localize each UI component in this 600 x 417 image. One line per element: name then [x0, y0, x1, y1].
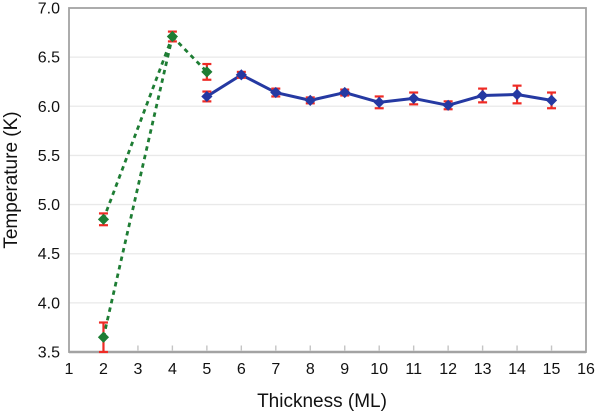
x-tick-label: 12 [439, 361, 457, 378]
marker-diamond-blue-solid [511, 88, 523, 101]
x-axis-title: Thickness (ML) [257, 391, 387, 412]
marker-diamond-green-dashed [201, 66, 213, 78]
marker-diamond-blue-solid [373, 96, 385, 108]
x-tick-label: 7 [271, 361, 280, 378]
x-tick-label: 13 [474, 361, 492, 378]
marker-diamond-blue-solid [408, 92, 420, 105]
marker-diamond-blue-solid [339, 86, 351, 99]
y-tick-label: 7.0 [38, 1, 60, 18]
marker-diamond-green-dashed [166, 30, 178, 43]
x-tick-label: 16 [577, 361, 595, 378]
series-line-green-dashed [102, 36, 174, 338]
x-tick-label: 10 [370, 361, 388, 378]
y-tick-label: 4.0 [38, 295, 60, 312]
series-line-green-dashed [171, 35, 208, 73]
x-tick-label: 6 [237, 361, 246, 378]
marker-diamond-blue-solid [477, 89, 489, 102]
y-tick-label: 5.5 [38, 148, 60, 165]
marker-diamond-blue-solid [201, 90, 213, 103]
x-tick-label: 14 [508, 361, 526, 378]
x-tick-label: 2 [99, 361, 108, 378]
plot-border [68, 7, 587, 353]
marker-diamond-blue-solid [545, 94, 558, 106]
y-tick-label: 6.0 [38, 99, 60, 116]
marker-diamond-blue-solid [442, 99, 454, 111]
x-tick-label: 15 [543, 361, 561, 378]
marker-diamond-green-dashed [97, 331, 110, 343]
marker-diamond-green-dashed [97, 213, 110, 225]
y-axis-title: Temperature (K) [1, 111, 22, 248]
y-tick-label: 3.5 [38, 345, 60, 362]
x-tick-label: 8 [306, 361, 315, 378]
marker-diamond-blue-solid [270, 86, 282, 99]
x-tick-label: 3 [133, 361, 142, 378]
y-tick-label: 4.5 [38, 246, 60, 263]
x-tick-label: 11 [405, 361, 422, 378]
marker-diamond-blue-solid [304, 94, 316, 106]
marker-diamond-blue-solid [235, 69, 247, 81]
x-tick-label: 4 [168, 361, 177, 378]
y-tick-label: 6.5 [38, 50, 60, 67]
x-tick-label: 9 [340, 361, 349, 378]
x-tick-label: 5 [202, 361, 211, 378]
y-tick-label: 5.0 [38, 197, 60, 214]
x-tick-label: 1 [65, 361, 74, 378]
series-line-green-dashed [102, 36, 174, 220]
